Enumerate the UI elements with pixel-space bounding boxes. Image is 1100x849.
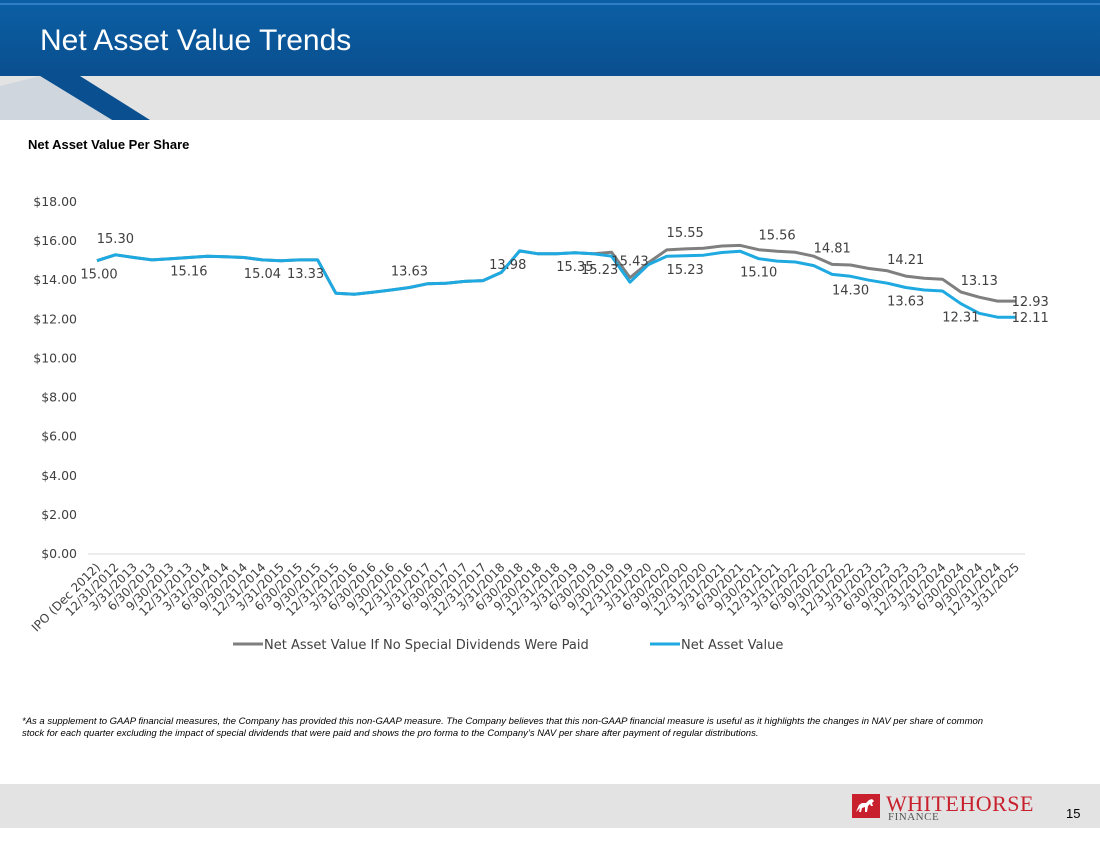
logo-subtext: FINANCE [888,811,940,823]
data-label: 13.63 [391,264,428,279]
data-labels: 15.30 15.00 15.16 15.04 13.33 13.63 13.98 15.35… [80,226,1048,326]
data-label: 15.23 [581,263,618,278]
y-tick-label: $8.00 [41,390,77,405]
data-label: 13.98 [489,258,526,273]
footer-band [0,784,1100,828]
y-tick-label: $0.00 [41,546,77,561]
data-label: 12.31 [942,311,979,326]
legend-label-1: Net Asset Value [681,638,783,653]
data-label: 14.21 [887,253,924,268]
chart-title: Net Asset Value Per Share [28,137,190,152]
data-label: 12.93 [1012,295,1049,310]
y-tick-label: $14.00 [33,272,77,287]
footnote: *As a supplement to GAAP financial measu… [22,716,984,739]
data-label: 12.11 [1012,311,1049,326]
header-band [0,0,1100,76]
data-label: 13.33 [287,267,324,282]
company-logo: WHITEHORSE FINANCE [852,791,1052,823]
y-tick-label: $12.00 [33,311,77,326]
data-label: 15.10 [740,266,777,281]
data-label: 14.30 [832,283,869,298]
data-label: 15.55 [667,226,704,241]
y-tick-label: $18.00 [33,194,77,209]
data-label: 15.16 [170,265,207,280]
data-label: 15.30 [97,232,134,247]
data-label: 15.56 [758,228,795,243]
page-title: Net Asset Value Trends [40,24,352,57]
sub-band [0,76,1100,120]
data-label: 14.81 [814,241,851,256]
data-label: 15.00 [80,268,117,283]
y-tick-label: $2.00 [41,507,77,522]
y-tick-label: $10.00 [33,350,77,365]
page-number: 15 [1066,806,1081,821]
chart-legend: Net Asset Value If No Special Dividends … [233,638,783,653]
y-axis: $0.00 $2.00 $4.00 $6.00 $8.00 $10.00 $12.00 $14… [33,194,77,561]
data-label: 13.13 [961,274,998,289]
data-label: 15.35 [556,260,593,275]
y-tick-label: $4.00 [41,468,77,483]
header-stripe [0,3,1100,5]
logo-text: WHITEHORSE [886,791,1034,816]
nav-line-chart: $0.00 $2.00 $4.00 $6.00 $8.00 $10.00 $12.00 $14… [29,194,1049,653]
y-tick-label: $6.00 [41,429,77,444]
data-label: 15.43 [611,255,648,270]
data-label: 13.63 [887,294,924,309]
legend-label-0: Net Asset Value If No Special Dividends … [264,638,589,653]
band-triangle-decoration [0,76,150,120]
series-lines [96,243,1016,319]
series-line-1 [96,249,1016,319]
x-axis-tick-labels: IPO (Dec 2012)12/31/20123/31/20136/30/20… [29,560,1022,634]
data-label: 15.23 [667,263,704,278]
horse-logo-icon [852,794,880,818]
data-label: 15.04 [244,267,281,282]
y-tick-label: $16.00 [33,233,77,248]
